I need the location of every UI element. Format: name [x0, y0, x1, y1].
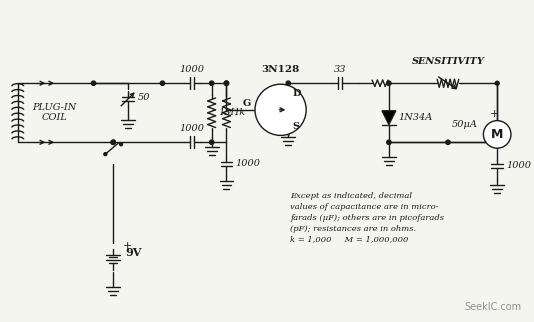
Text: 9V: 9V	[125, 247, 142, 258]
Text: S: S	[292, 122, 299, 131]
Text: SeekIC.com: SeekIC.com	[465, 302, 522, 312]
Text: 3N128: 3N128	[262, 65, 300, 74]
Text: 1000: 1000	[235, 159, 260, 168]
Circle shape	[387, 81, 391, 85]
Circle shape	[120, 143, 123, 146]
Text: +: +	[123, 241, 132, 251]
Circle shape	[224, 81, 229, 85]
Circle shape	[286, 81, 290, 85]
Text: 1000: 1000	[506, 161, 531, 170]
Circle shape	[160, 81, 164, 85]
Circle shape	[495, 81, 499, 85]
Text: Except as indicated, decimal
values of capacitance are in micro-
farads (μF); ot: Except as indicated, decimal values of c…	[290, 192, 444, 243]
Circle shape	[111, 140, 115, 145]
Circle shape	[104, 153, 107, 156]
Text: 1N34A: 1N34A	[399, 113, 433, 122]
Text: D: D	[292, 89, 301, 98]
Circle shape	[387, 140, 391, 145]
Text: SENSITIVITY: SENSITIVITY	[412, 56, 484, 65]
Text: 1000: 1000	[179, 65, 205, 74]
Polygon shape	[382, 111, 396, 125]
Text: 50μA: 50μA	[452, 120, 477, 129]
Text: 1000: 1000	[179, 124, 205, 133]
Text: M: M	[491, 128, 504, 141]
Text: +: +	[490, 109, 499, 119]
Circle shape	[255, 84, 306, 136]
Text: 33: 33	[333, 65, 346, 74]
Circle shape	[224, 81, 229, 85]
Circle shape	[111, 140, 115, 145]
Text: 1M: 1M	[218, 108, 235, 117]
Text: PLUG-IN
COIL: PLUG-IN COIL	[32, 103, 76, 122]
Text: 50: 50	[138, 92, 151, 101]
Circle shape	[209, 81, 214, 85]
Text: G: G	[243, 99, 251, 108]
Circle shape	[483, 121, 511, 148]
Text: 1k: 1k	[233, 108, 246, 117]
Circle shape	[446, 140, 450, 145]
Circle shape	[91, 81, 96, 85]
Circle shape	[209, 140, 214, 145]
